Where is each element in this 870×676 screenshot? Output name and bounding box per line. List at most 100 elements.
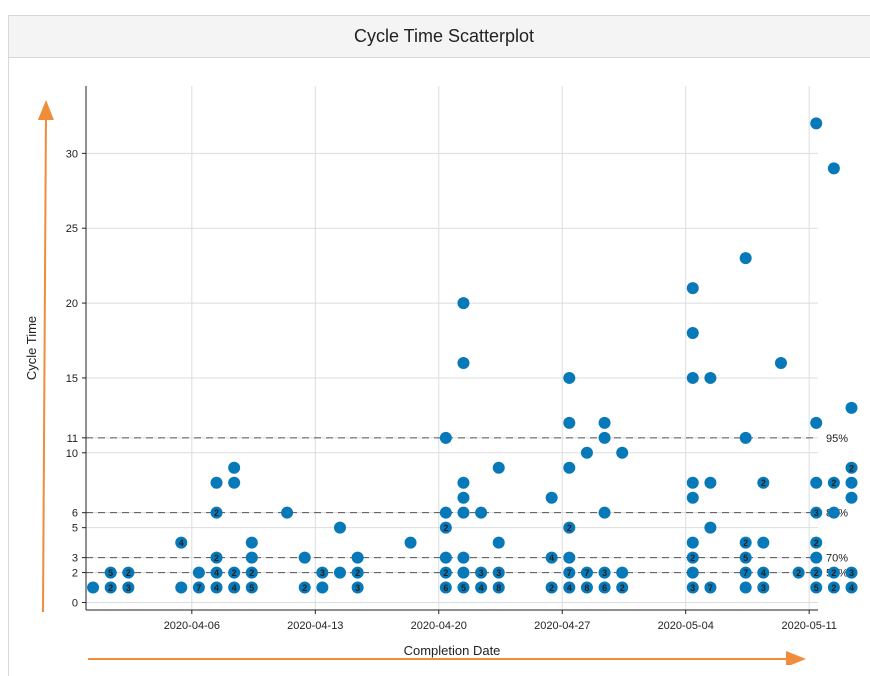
- data-point: [457, 551, 470, 564]
- data-point: [580, 446, 593, 459]
- data-point-count: 2: [443, 568, 448, 578]
- data-point: [298, 551, 311, 564]
- data-point: [281, 506, 294, 519]
- y-tick-label: 30: [66, 148, 78, 160]
- x-tick-label: 2020-04-13: [287, 620, 343, 632]
- data-point: [827, 506, 840, 519]
- data-point-count: 2: [849, 463, 854, 473]
- data-point-count: 2: [814, 568, 819, 578]
- grid-lines: [82, 86, 818, 614]
- data-point: [439, 566, 452, 579]
- data-point-count: 5: [249, 583, 254, 593]
- data-point: [739, 566, 752, 579]
- data-point: [475, 506, 488, 519]
- data-point: [757, 566, 770, 579]
- data-point-count: 2: [214, 508, 219, 518]
- data-point-count: 2: [761, 478, 766, 488]
- data-point: [757, 536, 770, 549]
- data-point: [810, 566, 823, 579]
- data-point: [87, 581, 100, 594]
- data-point: [704, 581, 717, 594]
- data-point: [245, 581, 258, 594]
- data-point-count: 7: [584, 568, 589, 578]
- data-point: [245, 566, 258, 579]
- data-point: [192, 566, 205, 579]
- data-point: [122, 581, 135, 594]
- data-point-count: 8: [496, 583, 501, 593]
- data-point: [845, 401, 858, 414]
- data-point: [774, 356, 787, 369]
- data-point: [351, 551, 364, 564]
- data-point: [457, 566, 470, 579]
- axes: [85, 86, 818, 611]
- data-point: [739, 536, 752, 549]
- data-point: [492, 581, 505, 594]
- data-point-count: 8: [584, 583, 589, 593]
- data-point: [704, 521, 717, 534]
- data-point: [704, 476, 717, 489]
- data-point: [739, 581, 752, 594]
- data-point: [810, 476, 823, 489]
- data-point: [439, 551, 452, 564]
- data-point-count: 2: [126, 568, 131, 578]
- y-tick-label: 0: [72, 598, 78, 610]
- data-point: [563, 581, 576, 594]
- data-point: [580, 566, 593, 579]
- percentile-label: 70%: [826, 553, 848, 565]
- data-point: [810, 551, 823, 564]
- data-point-count: 3: [602, 568, 607, 578]
- x-tick-label: 2020-04-27: [534, 620, 590, 632]
- y-direction-arrow-icon: [37, 100, 54, 613]
- data-point: [104, 581, 117, 594]
- data-point: [457, 476, 470, 489]
- data-point: [563, 566, 576, 579]
- data-point-count: 3: [761, 583, 766, 593]
- data-point-count: 7: [196, 583, 201, 593]
- data-point: [404, 536, 417, 549]
- data-point: [175, 581, 188, 594]
- data-point: [616, 446, 629, 459]
- y-tick-label: 5: [72, 523, 78, 535]
- data-point: [686, 536, 699, 549]
- data-point: [333, 521, 346, 534]
- data-point: [810, 416, 823, 429]
- data-point: [439, 581, 452, 594]
- data-point: [598, 566, 611, 579]
- data-point: [757, 581, 770, 594]
- data-point-count: 4: [479, 583, 484, 593]
- data-point: [827, 566, 840, 579]
- data-point-count: 2: [620, 583, 625, 593]
- percentile-lines: 50%70%85%95%: [86, 433, 848, 580]
- data-point: [104, 566, 117, 579]
- data-point-count: 3: [849, 568, 854, 578]
- data-point-count: 3: [690, 583, 695, 593]
- data-point-count: 3: [479, 568, 484, 578]
- y-tick-label: 3: [72, 553, 78, 565]
- data-point: [439, 521, 452, 534]
- x-tick-label: 2020-04-06: [164, 620, 220, 632]
- data-point: [598, 506, 611, 519]
- data-point-count: 2: [549, 583, 554, 593]
- data-point-count: 4: [549, 553, 554, 563]
- data-point-count: 5: [461, 583, 466, 593]
- data-point: [686, 476, 699, 489]
- data-point: [439, 431, 452, 444]
- data-point: [845, 461, 858, 474]
- y-tick-label: 15: [66, 373, 78, 385]
- data-point: [492, 566, 505, 579]
- data-point: [457, 581, 470, 594]
- data-point-count: 6: [443, 583, 448, 593]
- data-points: 2 5 3 2 4 7 4 4 2 2 4 2 5 2 2 3 3 2 6 2 2 5 4 3 8 3 2 4 4 7 2 8 7 6 3 2 3 2 7 7…: [87, 117, 858, 594]
- data-point-count: 4: [567, 583, 572, 593]
- data-point: [810, 536, 823, 549]
- data-point: [792, 566, 805, 579]
- data-point: [757, 476, 770, 489]
- data-point-count: 7: [567, 568, 572, 578]
- data-point-count: 2: [249, 568, 254, 578]
- data-point-count: 3: [355, 583, 360, 593]
- data-point: [245, 551, 258, 564]
- data-point-count: 3: [126, 583, 131, 593]
- data-point: [704, 371, 717, 384]
- data-point-count: 2: [302, 583, 307, 593]
